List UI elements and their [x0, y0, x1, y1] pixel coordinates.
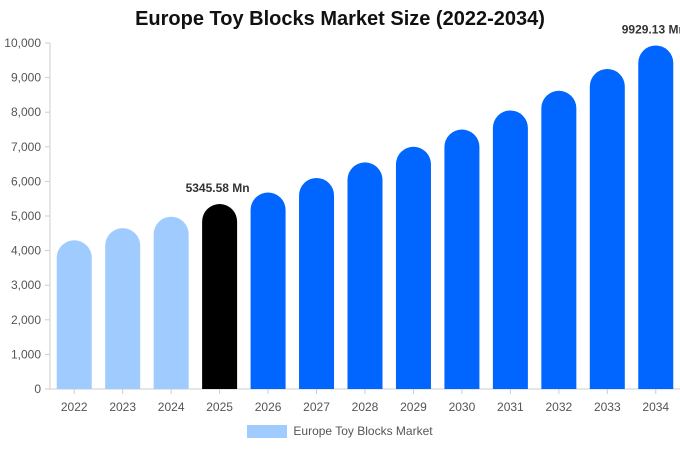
- bar-2024: [153, 216, 189, 389]
- bar-2029: [395, 146, 431, 389]
- legend-swatch: [247, 424, 288, 438]
- bar-2023: [105, 228, 141, 389]
- bar-2022: [56, 240, 92, 389]
- x-tick-label: 2032: [545, 400, 572, 414]
- bar-2025: [202, 204, 238, 389]
- bar-2027: [299, 177, 335, 389]
- x-tick-label: 2026: [255, 400, 282, 414]
- bar-2034: [638, 45, 674, 390]
- bar-2026: [250, 192, 286, 389]
- x-tick-label: 2023: [109, 400, 136, 414]
- x-tick-label: 2027: [303, 400, 330, 414]
- x-tick-label: 2028: [352, 400, 379, 414]
- y-tick-label: 3,000: [11, 278, 41, 292]
- bar-2030: [444, 129, 480, 389]
- bar-2033: [589, 68, 625, 389]
- legend: Europe Toy Blocks Market: [0, 424, 680, 438]
- x-tick-label: 2029: [400, 400, 427, 414]
- y-tick-label: 2,000: [11, 313, 41, 327]
- y-tick-label: 5,000: [11, 209, 41, 223]
- x-tick-label: 2024: [158, 400, 185, 414]
- y-tick-label: 10,000: [4, 36, 41, 50]
- y-tick-label: 6,000: [11, 174, 41, 188]
- x-tick-label: 2022: [61, 400, 88, 414]
- x-tick-label: 2030: [449, 400, 476, 414]
- bar-2031: [492, 110, 528, 390]
- data-label-2025: 5345.58 Mn: [186, 181, 250, 195]
- x-tick-label: 2025: [206, 400, 233, 414]
- chart-title: Europe Toy Blocks Market Size (2022-2034…: [135, 8, 545, 30]
- y-tick-label: 1,000: [11, 347, 41, 361]
- data-label-2034: 9929.13 Mn: [622, 22, 680, 36]
- y-tick-label: 0: [34, 382, 41, 396]
- bar-2032: [541, 90, 577, 390]
- y-tick-label: 8,000: [11, 105, 41, 119]
- x-tick-label: 2034: [642, 400, 669, 414]
- x-tick-label: 2033: [594, 400, 621, 414]
- legend-label: Europe Toy Blocks Market: [293, 424, 433, 438]
- y-tick-label: 4,000: [11, 244, 41, 258]
- y-tick-label: 9,000: [11, 71, 41, 85]
- x-tick-label: 2031: [497, 400, 524, 414]
- bar-2028: [347, 162, 383, 389]
- y-tick-label: 7,000: [11, 140, 41, 154]
